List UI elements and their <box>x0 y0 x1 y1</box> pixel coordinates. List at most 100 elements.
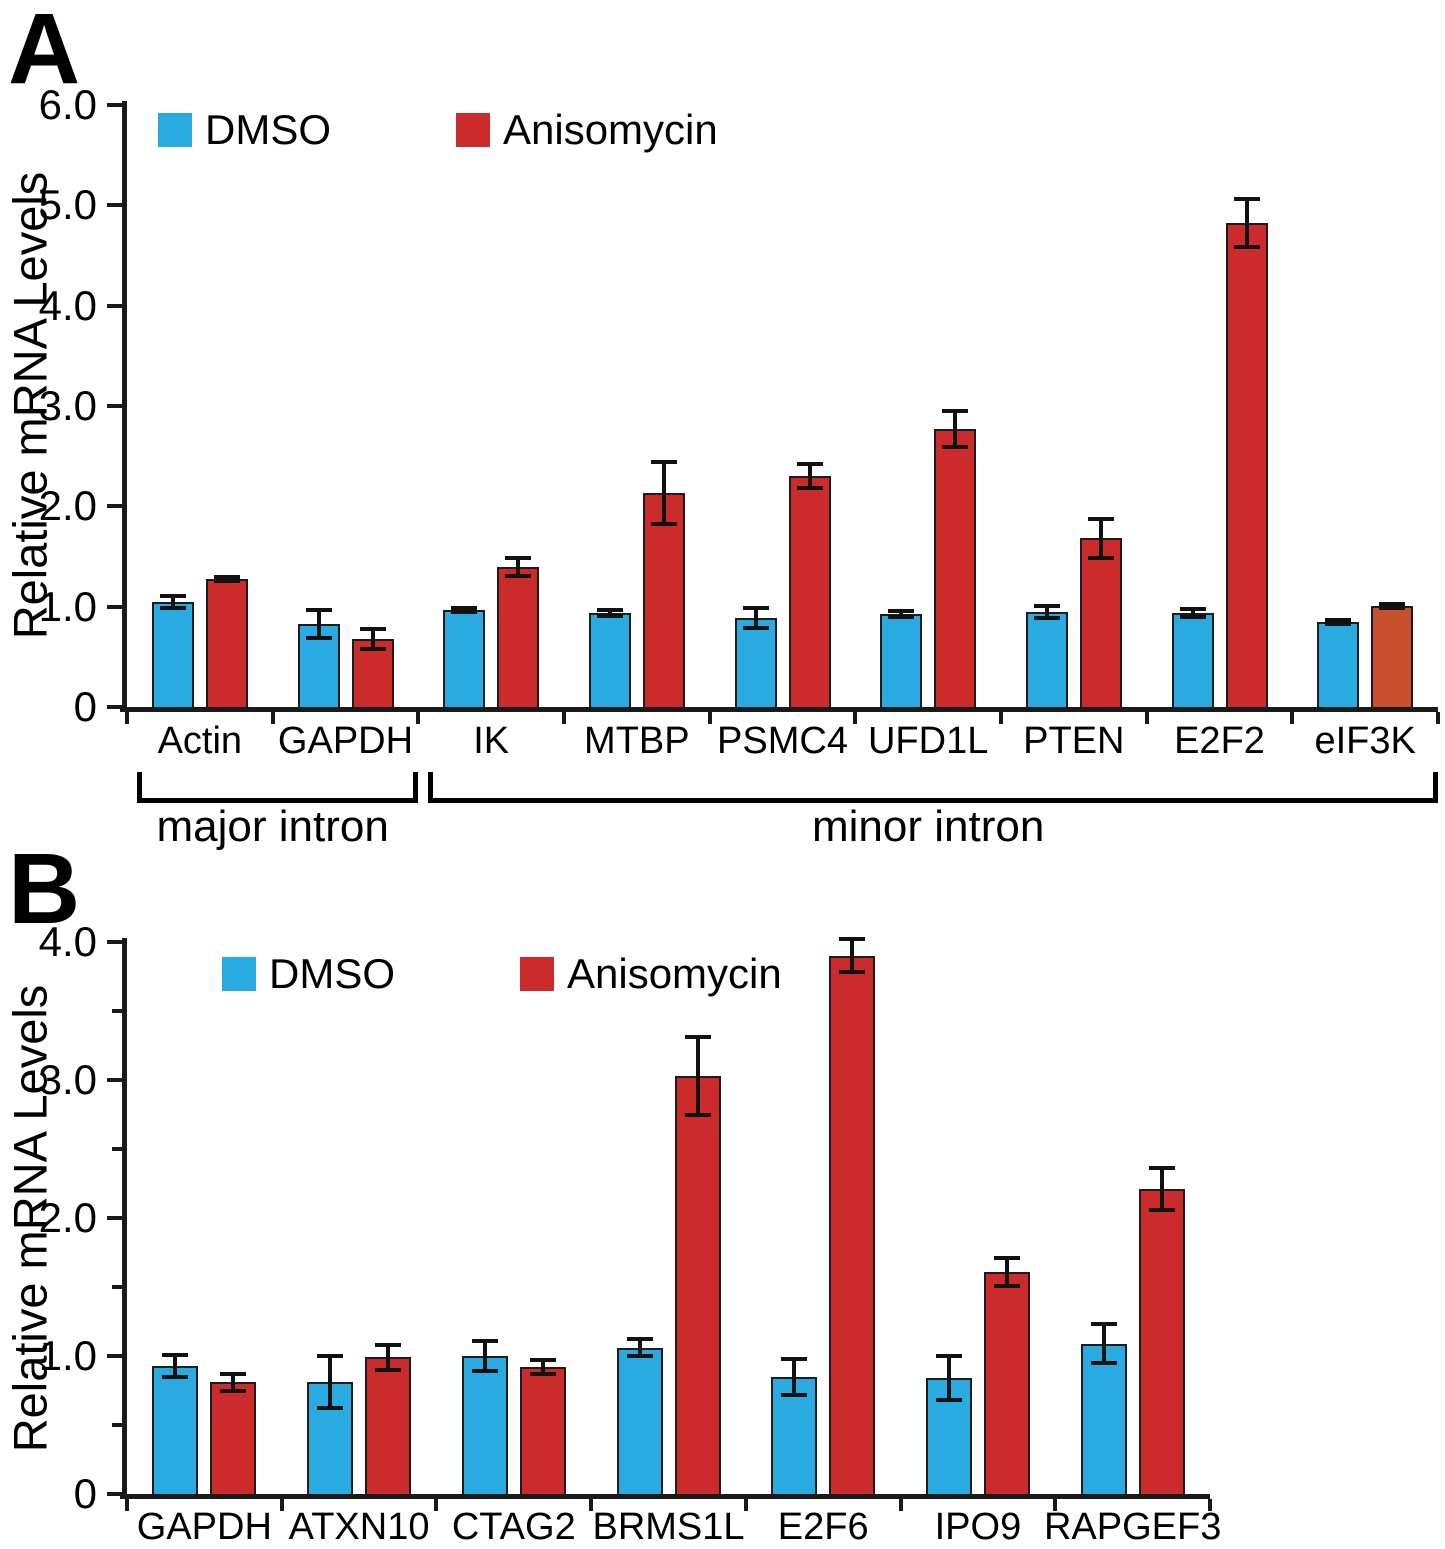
y-axis-tick-label: 0 <box>73 683 97 730</box>
error-bar-cap-bottom <box>305 635 332 640</box>
panel-b-letter: B <box>8 833 80 945</box>
x-axis-group-tick <box>898 1499 903 1511</box>
error-bar-line <box>1101 1324 1106 1363</box>
x-axis-group-tick <box>125 712 129 724</box>
legend-swatch-dmso <box>158 113 192 147</box>
error-bar-cap-bottom <box>993 1283 1020 1288</box>
x-category-label-actin: Actin <box>157 720 243 762</box>
y-axis-tick-label: 1.0 <box>38 1332 97 1379</box>
y-axis-major-tick <box>107 504 122 509</box>
bar-dmso-ctag2 <box>461 1356 508 1494</box>
legend-label-anisomycin: Anisomycin <box>567 950 782 997</box>
error-bar-cap-top <box>742 605 769 610</box>
y-axis-minor-tick <box>112 1009 122 1013</box>
bar-dmso-ufd1l <box>880 613 923 707</box>
bar-anisomycin-e2f6 <box>829 955 876 1494</box>
x-axis-group-tick <box>1436 712 1440 724</box>
error-bar-cap-top <box>1379 601 1406 606</box>
error-bar-cap-top <box>220 1371 247 1376</box>
error-bar-line <box>1159 1168 1164 1210</box>
x-axis-group-tick <box>589 1499 594 1511</box>
bar-dmso-actin <box>151 601 194 707</box>
legend-item-anisomycin: Anisomycin <box>456 106 718 154</box>
error-bar-cap-top <box>626 1337 653 1342</box>
legend: DMSO Anisomycin <box>158 106 718 154</box>
x-category-label-gapdh: GAPDH <box>277 720 414 762</box>
y-axis-tick-label: 4.0 <box>38 281 97 329</box>
x-axis-group-tick <box>279 1499 284 1511</box>
error-bar-line <box>540 1360 545 1374</box>
error-bar-line <box>607 609 612 616</box>
error-bar-line <box>1190 608 1195 617</box>
error-bar-cap-top <box>650 460 677 465</box>
x-axis-group-tick <box>1208 1499 1212 1511</box>
error-bar-cap-top <box>839 937 866 942</box>
y-axis-tick-label: 4.0 <box>38 918 97 965</box>
error-bar-cap-bottom <box>1325 621 1352 626</box>
error-bar-cap-bottom <box>451 609 478 614</box>
error-bar-cap-bottom <box>1233 245 1260 250</box>
error-bar-cap-top <box>1148 1166 1175 1171</box>
bar-dmso-psmc4 <box>734 617 777 707</box>
error-bar-line <box>850 939 855 973</box>
y-axis-major-tick <box>107 940 122 944</box>
bracket-minor-intron <box>428 772 1438 803</box>
bar-anisomycin-e2f2 <box>1225 223 1268 707</box>
error-bar-cap-bottom <box>888 614 915 619</box>
error-bar-cap-bottom <box>942 445 969 450</box>
error-bar-cap-bottom <box>1148 1207 1175 1212</box>
error-bar-cap-bottom <box>529 1371 556 1376</box>
error-bar-cap-top <box>1033 603 1060 608</box>
bar-anisomycin-rapgef3 <box>1138 1189 1185 1494</box>
x-axis-group-tick <box>853 712 858 724</box>
y-axis-major-tick <box>107 1078 122 1082</box>
error-bar-cap-bottom <box>1379 605 1406 610</box>
error-bar-line <box>1044 605 1049 618</box>
panel-a-letter: A <box>8 0 80 105</box>
error-bar-cap-bottom <box>162 1374 189 1379</box>
bar-dmso-e2f2 <box>1171 612 1214 707</box>
y-axis-tick-label: 3.0 <box>38 382 97 429</box>
y-axis-line <box>122 101 127 711</box>
x-category-label-eif3k: eIF3K <box>1314 720 1416 762</box>
error-bar-line <box>231 1373 236 1391</box>
y-axis-tick-label: 3.0 <box>38 1056 97 1103</box>
error-bar-line <box>170 595 175 608</box>
error-bar-cap-bottom <box>359 646 386 651</box>
legend-swatch-anisomycin <box>520 957 554 991</box>
error-bar-line <box>386 1344 391 1370</box>
bar-dmso-gapdh <box>152 1365 199 1494</box>
x-category-label-e2f2: E2F2 <box>1174 720 1265 762</box>
error-bar-cap-bottom <box>1033 615 1060 620</box>
legend-swatch-anisomycin <box>456 113 490 147</box>
x-axis-group-tick <box>125 1499 129 1511</box>
error-bar-line <box>792 1358 797 1395</box>
bar-anisomycin-atxn10 <box>365 1357 412 1494</box>
x-category-label-ufd1l: UFD1L <box>867 720 989 762</box>
error-bar-line <box>695 1037 700 1115</box>
y-axis-major-tick <box>107 103 122 107</box>
bar-dmso-mtbp <box>588 612 631 707</box>
error-bar-cap-bottom <box>375 1367 402 1372</box>
y-axis-tick-label: 0 <box>73 1470 97 1517</box>
error-bar-cap-top <box>451 605 478 610</box>
error-bar-cap-bottom <box>935 1398 962 1403</box>
bar-dmso-ik <box>443 609 486 707</box>
error-bar-cap-top <box>159 593 186 598</box>
bar-dmso-brms1l <box>616 1347 663 1494</box>
error-bar-cap-top <box>375 1342 402 1347</box>
x-category-label-brms1l: BRMS1L <box>592 1506 745 1548</box>
error-bar-cap-bottom <box>220 1388 247 1393</box>
x-category-label-psmc4: PSMC4 <box>717 720 848 762</box>
error-bar-cap-top <box>1179 606 1206 611</box>
error-bar-line <box>482 1340 487 1372</box>
error-bar-cap-top <box>781 1356 808 1361</box>
y-axis-major-tick <box>107 604 122 609</box>
y-axis-major-tick <box>107 1354 122 1358</box>
y-axis-tick-label: 1.0 <box>38 582 97 630</box>
error-bar-cap-bottom <box>1179 614 1206 619</box>
error-bar-cap-top <box>505 555 532 560</box>
bar-anisomycin-ufd1l <box>934 429 977 707</box>
